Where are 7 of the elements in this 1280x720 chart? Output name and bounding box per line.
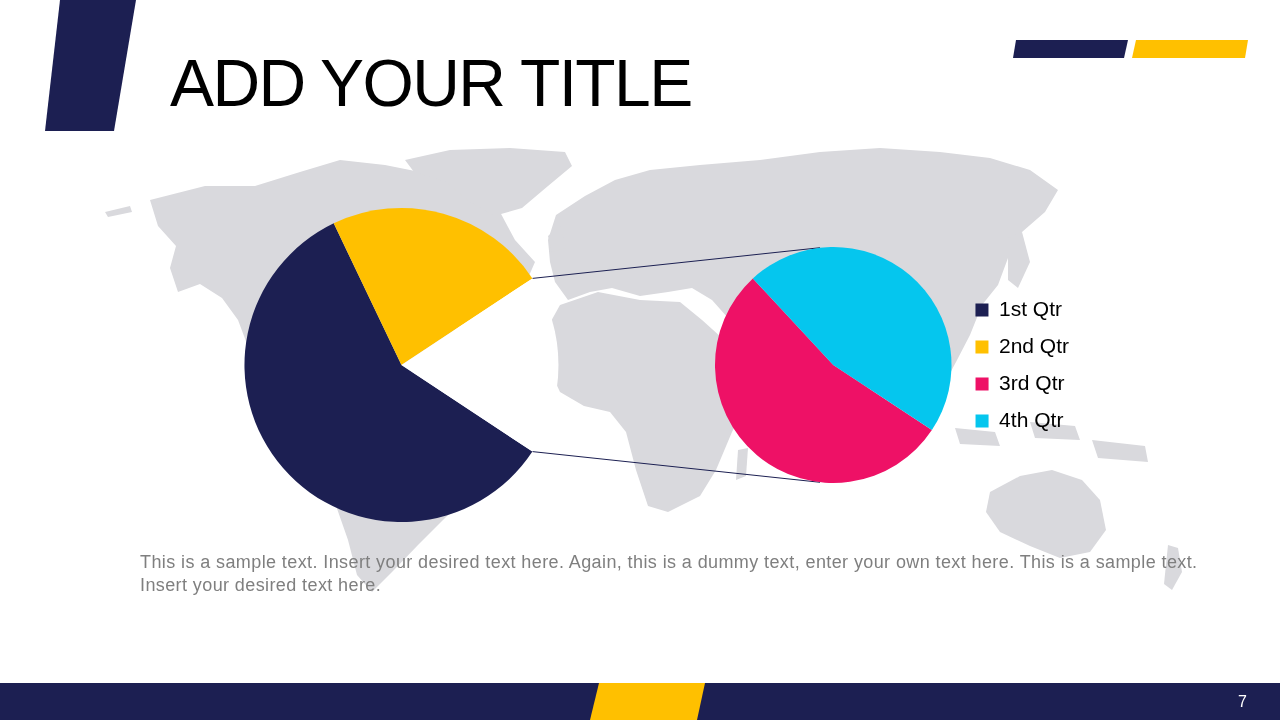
legend-label: 4th Qtr: [999, 407, 1064, 431]
text: 7: [1238, 692, 1247, 712]
text: This is a sample text. Insert your desired text here. Again, this is a dummy text, enter your own text here. This is a sample text. Insert your desired text here.: [140, 551, 1199, 597]
legend-label: 3rd Qtr: [999, 370, 1065, 394]
legend-label: 1st Qtr: [998, 296, 1062, 320]
legend-label: 2nd Qtr: [998, 333, 1069, 357]
chart-title: ADD YOUR TITLE: [170, 45, 692, 121]
